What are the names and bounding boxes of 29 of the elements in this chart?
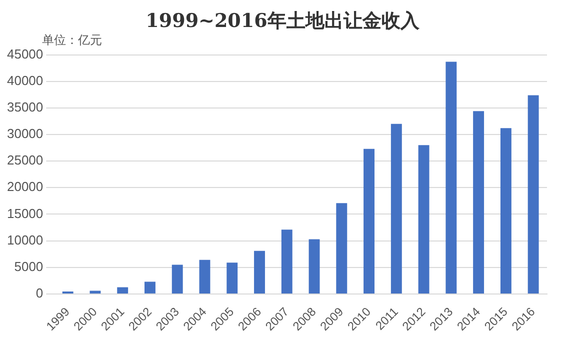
bar xyxy=(446,62,457,294)
bar xyxy=(172,264,183,294)
bar xyxy=(199,260,210,294)
bar xyxy=(390,124,402,294)
y-tick-label: 5000 xyxy=(14,258,44,274)
bar xyxy=(254,250,265,294)
y-tick-label: 35000 xyxy=(6,100,44,115)
y-tick-label: 0 xyxy=(36,286,44,301)
y-tick-label: 25000 xyxy=(6,152,44,168)
bar xyxy=(500,128,512,294)
bar xyxy=(117,287,128,294)
y-tick-label: 20000 xyxy=(6,179,44,194)
bar xyxy=(528,95,539,294)
y-tick-label: 40000 xyxy=(6,72,44,88)
text: 单位：亿元 xyxy=(42,32,102,49)
y-tick-label: 45000 xyxy=(6,46,44,62)
y-tick-label: 15000 xyxy=(6,206,44,221)
bar xyxy=(473,111,484,294)
chart-title: 1999~2016年土地出让金收入 xyxy=(144,9,420,34)
bar xyxy=(90,290,101,294)
y-tick-label: 30000 xyxy=(6,126,44,142)
bar xyxy=(144,282,156,294)
bar xyxy=(281,230,292,294)
bar xyxy=(308,239,320,294)
y-tick-label: 10000 xyxy=(6,232,44,248)
bar xyxy=(418,145,430,294)
bar xyxy=(336,203,348,294)
bar xyxy=(364,148,375,294)
bar xyxy=(226,262,238,294)
